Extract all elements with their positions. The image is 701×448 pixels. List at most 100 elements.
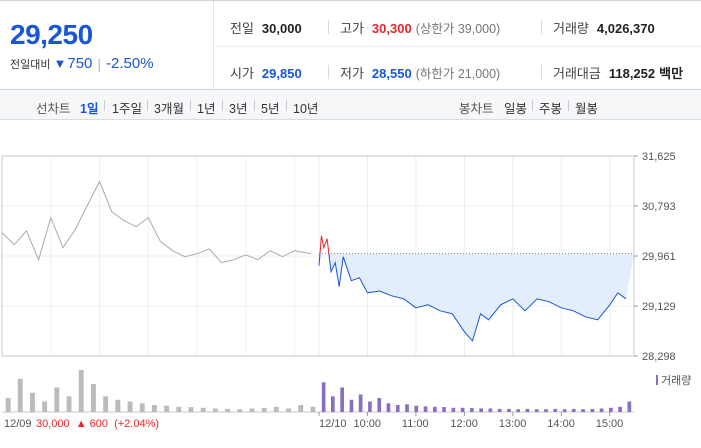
volume-bar-prev-day [200, 407, 206, 412]
quote-row-divider [214, 46, 701, 47]
volume-bar-prev-day [103, 396, 109, 413]
volume-legend: 거래량 [656, 374, 691, 387]
volume-bar-prev-day [298, 405, 304, 412]
volume-legend-swatch [656, 375, 658, 385]
open-value: 29,850 [261, 66, 302, 81]
open-label: 시가 [230, 66, 254, 81]
prev-day-percent: (+2.04%) [114, 418, 159, 430]
prev-day-close: 30,000 ▲ 600 (+2.04%) [36, 418, 159, 430]
volume-bar-prev-day [54, 387, 60, 412]
prev-close-label: 전일 [230, 21, 254, 36]
volume-bar-prev-day [225, 408, 230, 412]
price-chart: 31,625 30,793 29,961 29,129 28,298 거래량 12/10… [1, 151, 691, 430]
high-cell: 고가 30,300 (상한가 39,000) [327, 18, 501, 37]
volume-bar-today [368, 401, 372, 412]
amount-value: 118,252 [608, 66, 656, 81]
tab-divider [286, 100, 287, 111]
volume-bar-today [525, 408, 530, 412]
volume-bar-prev-day [249, 408, 255, 412]
volume-value: 4,026,370 [596, 21, 655, 36]
x-tick-label: 11:00 [402, 418, 429, 430]
volume-bar-prev-day [5, 398, 11, 412]
volume-bar-today [599, 408, 604, 412]
tab-divider [147, 100, 148, 111]
tab-3year[interactable]: 3년 [229, 102, 248, 116]
volume-bar-prev-day [66, 396, 72, 413]
y-tick-label: 29,129 [642, 301, 676, 313]
quote-panel: 29,250 전일대비 ▼ 750 | -2.50% 전일 30,000 고가 30… [0, 0, 701, 90]
volume-bar-today [553, 408, 558, 412]
open-cell: 시가 29,850 [230, 63, 302, 82]
volume-bar-today [395, 405, 400, 412]
series-line-prev-day [1, 180, 311, 264]
volume-bar-prev-day [115, 399, 121, 413]
volume-bar-today [460, 407, 465, 412]
prev-day-date: 12/09 [4, 418, 32, 430]
x-tick-label: 12/10 [319, 418, 347, 430]
y-tick-label: 30,793 [642, 201, 676, 213]
tab-5year[interactable]: 5년 [261, 102, 280, 116]
tab-divider [532, 100, 533, 111]
price-box: 29,250 전일대비 ▼ 750 | -2.50% [0, 1, 214, 89]
volume-cell: 거래량 4,026,370 [541, 18, 655, 37]
volume-bar-prev-day [212, 408, 218, 412]
volume-bar-prev-day [17, 378, 23, 413]
tab-monthly[interactable]: 월봉 [575, 102, 599, 116]
tab-divider [568, 100, 569, 111]
volume-bar-prev-day [127, 401, 133, 412]
tab-divider [104, 100, 105, 111]
tab-1week[interactable]: 1주일 [112, 102, 142, 116]
tab-weekly[interactable]: 주봉 [539, 102, 563, 116]
y-tick-label: 29,961 [642, 251, 676, 263]
volume-bar-prev-day [30, 392, 35, 413]
volume-bar-prev-day [176, 406, 182, 413]
volume-bar-today [534, 409, 539, 412]
amount-label: 거래대금 [553, 66, 601, 81]
volume-bar-today [442, 407, 446, 412]
change-divider: | [97, 55, 102, 72]
volume-bar-today [544, 409, 548, 412]
tab-1year[interactable]: 1년 [197, 102, 216, 116]
prev-close-cell: 전일 30,000 [230, 18, 302, 37]
volume-bar-today [590, 408, 595, 412]
high-label: 고가 [340, 21, 364, 36]
volume-bar-prev-day [164, 405, 170, 412]
tab-daily[interactable]: 일봉 [504, 102, 528, 116]
volume-bar-today [609, 407, 613, 412]
tab-1day[interactable]: 1일 [80, 102, 99, 116]
volume-bar-today [618, 406, 622, 413]
tab-3months[interactable]: 3개월 [154, 102, 184, 116]
below-reference-area [319, 253, 634, 341]
volume-bar-today [488, 408, 493, 412]
tab-divider [190, 100, 191, 111]
volume-bar-today [377, 398, 382, 412]
series-line-today-down [318, 253, 627, 342]
volume-legend-label: 거래량 [661, 374, 691, 387]
volume-bar-today [581, 409, 585, 412]
volume-bar-prev-day [42, 401, 48, 412]
upper-limit: (상한가 39,000) [415, 22, 501, 36]
volume-bar-today [470, 408, 474, 412]
volume-bar-today [433, 406, 437, 413]
change-row: 전일대비 ▼ 750 | -2.50% [10, 55, 154, 72]
volume-bar-today [479, 408, 483, 412]
volume-bar-prev-day [286, 408, 291, 412]
volume-bar-prev-day [273, 406, 279, 413]
volume-bar-today [562, 409, 567, 412]
amount-cell: 거래대금 118,252 백만 [540, 63, 683, 82]
line-chart-label: 선차트 [36, 102, 71, 116]
period-toolbar: 선차트 1일 1주일 3개월 1년 3년 5년 10년 봉차트 일봉 주봉 월봉 [0, 90, 701, 120]
x-tick-label: 13:00 [499, 418, 527, 430]
volume-bar-today [321, 382, 326, 413]
volume-bar-today [571, 408, 576, 412]
tab-10year[interactable]: 10년 [293, 102, 319, 116]
volume-bar-today [349, 399, 354, 413]
tab-divider [222, 100, 223, 111]
candle-chart-label: 봉차트 [459, 102, 494, 116]
prev-day-change: 600 [90, 418, 108, 430]
volume-bar-today [497, 408, 502, 412]
x-axis: 12/10 10:00 11:00 12:00 13:00 14:00 15:00 [318, 412, 623, 430]
volume-bar-today [358, 394, 363, 412]
y-tick-label: 31,625 [642, 151, 676, 163]
x-tick-label: 10:00 [353, 418, 381, 430]
